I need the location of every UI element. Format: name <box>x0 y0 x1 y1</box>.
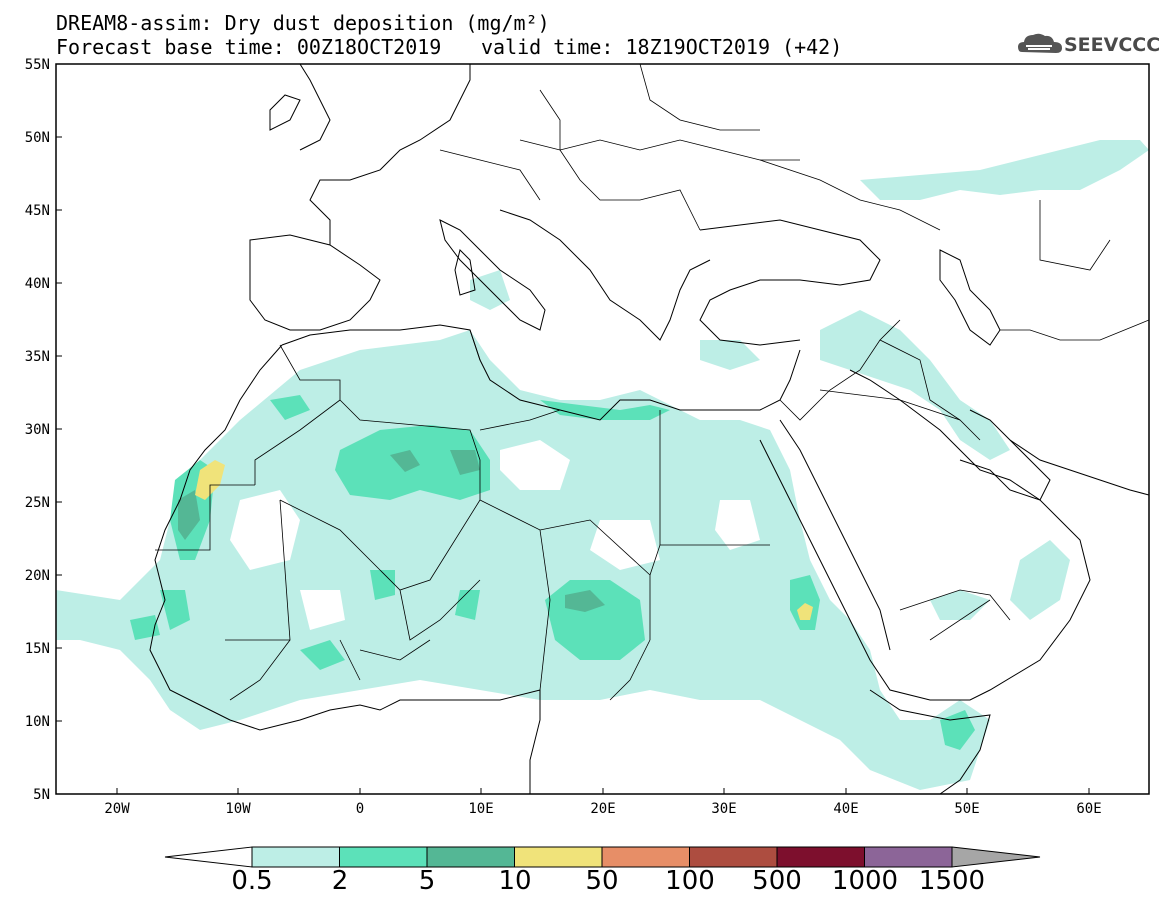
lat-label: 10N <box>24 714 50 730</box>
forecast-base-time: Forecast base time: 00Z18OCT2019 <box>56 35 442 59</box>
lat-label: 50N <box>24 130 50 146</box>
lat-label: 45N <box>24 203 50 219</box>
dust-level-below <box>230 440 760 630</box>
colorbar-label: 0.5 <box>231 866 273 896</box>
axis-ticks <box>56 63 1090 794</box>
lon-label: 40E <box>833 801 859 817</box>
map-title: DREAM8-assim: Dry dust deposition (mg/m²… <box>56 11 550 35</box>
lat-label: 25N <box>24 495 50 511</box>
country-borders <box>155 64 1149 701</box>
cloud-logo-icon <box>1018 33 1062 53</box>
logo-text: SEEVCCC <box>1064 34 1161 56</box>
lon-label: 10E <box>468 801 494 817</box>
lat-label: 55N <box>24 57 50 73</box>
colorbar-label: 2 <box>331 866 349 896</box>
colorbar-label: 100 <box>665 866 715 896</box>
colorbar-label: 50 <box>585 866 619 896</box>
colorbar-label: 10 <box>498 866 532 896</box>
lon-label: 10W <box>225 801 251 817</box>
coastlines <box>149 64 1149 794</box>
lat-label: 40N <box>24 276 50 292</box>
colorbar-label: 1500 <box>918 866 986 896</box>
lon-label: 60E <box>1076 801 1102 817</box>
lon-label: 20W <box>104 801 130 817</box>
dust-level-10 <box>195 460 813 620</box>
lon-label: 50E <box>954 801 980 817</box>
lat-label: 20N <box>24 568 50 584</box>
lon-label: 30E <box>711 801 737 817</box>
lat-label: 15N <box>24 641 50 657</box>
lon-label: 20E <box>590 801 616 817</box>
valid-time: valid time: 18Z19OCT2019 (+42) <box>481 35 843 59</box>
lat-label: 30N <box>24 422 50 438</box>
colorbar-label: 1000 <box>831 866 899 896</box>
colorbar-label: 500 <box>752 866 802 896</box>
dust-level-5 <box>178 450 605 612</box>
colorbar-label: 5 <box>418 866 436 896</box>
lon-label: 0 <box>355 801 365 817</box>
lat-label: 35N <box>24 349 50 365</box>
lat-label: 5N <box>33 787 50 803</box>
